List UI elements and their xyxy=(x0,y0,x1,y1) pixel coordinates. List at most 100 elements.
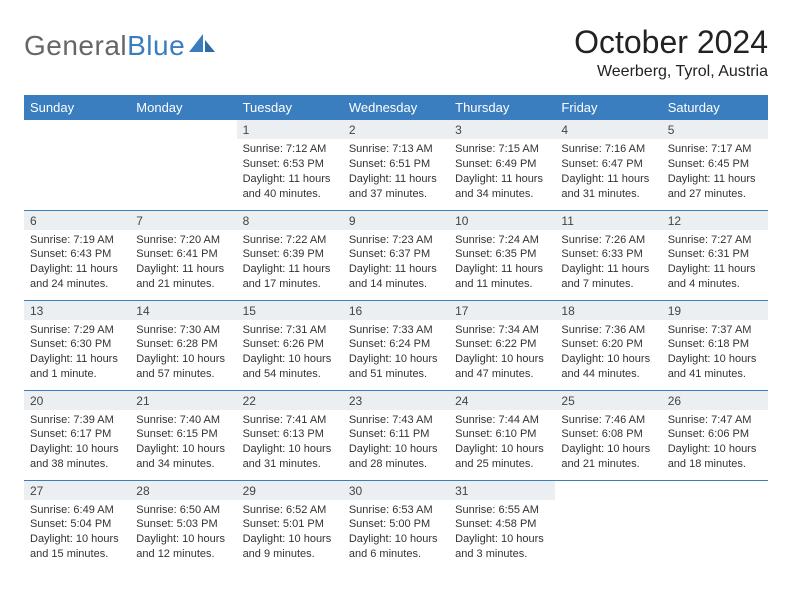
day-number: 5 xyxy=(662,120,768,139)
calendar-day-cell: 27Sunrise: 6:49 AMSunset: 5:04 PMDayligh… xyxy=(24,480,130,570)
daylight-line: Daylight: 10 hours and 12 minutes. xyxy=(136,532,230,562)
sunrise-line: Sunrise: 7:15 AM xyxy=(455,142,549,157)
sunset-line: Sunset: 6:13 PM xyxy=(243,427,337,442)
day-number: 7 xyxy=(130,211,236,230)
calendar-day-cell xyxy=(130,120,236,210)
header: GeneralBlue October 2024 Weerberg, Tyrol… xyxy=(24,24,768,81)
day-body: Sunrise: 7:39 AMSunset: 6:17 PMDaylight:… xyxy=(24,410,130,476)
sunset-line: Sunset: 6:15 PM xyxy=(136,427,230,442)
sunset-line: Sunset: 6:20 PM xyxy=(561,337,655,352)
daylight-line: Daylight: 10 hours and 9 minutes. xyxy=(243,532,337,562)
sunrise-line: Sunrise: 7:27 AM xyxy=(668,233,762,248)
daylight-line: Daylight: 11 hours and 37 minutes. xyxy=(349,172,443,202)
day-body: Sunrise: 7:36 AMSunset: 6:20 PMDaylight:… xyxy=(555,320,661,386)
calendar-day-cell: 8Sunrise: 7:22 AMSunset: 6:39 PMDaylight… xyxy=(237,210,343,300)
daylight-line: Daylight: 10 hours and 47 minutes. xyxy=(455,352,549,382)
calendar-day-cell xyxy=(24,120,130,210)
sunrise-line: Sunrise: 6:55 AM xyxy=(455,503,549,518)
calendar-day-cell: 13 Sunrise: 7:29 AMSunset: 6:30 PMDayligh… xyxy=(24,300,130,390)
day-body: Sunrise: 7:12 AMSunset: 6:53 PMDaylight:… xyxy=(237,139,343,205)
daylight-line: Daylight: 11 hours and 11 minutes. xyxy=(455,262,549,292)
sunrise-line: Sunrise: 7:31 AM xyxy=(243,323,337,338)
sunrise-line: Sunrise: 7:29 AM xyxy=(30,323,124,338)
sunset-line: Sunset: 6:31 PM xyxy=(668,247,762,262)
calendar-day-cell: 26Sunrise: 7:47 AMSunset: 6:06 PMDayligh… xyxy=(662,390,768,480)
weekday-header-row: SundayMondayTuesdayWednesdayThursdayFrid… xyxy=(24,95,768,120)
calendar-week-row: 6Sunrise: 7:19 AMSunset: 6:43 PMDaylight… xyxy=(24,210,768,300)
sunrise-line: Sunrise: 6:53 AM xyxy=(349,503,443,518)
logo-part1: General xyxy=(24,30,127,61)
calendar-day-cell xyxy=(662,480,768,570)
calendar-week-row: 1Sunrise: 7:12 AMSunset: 6:53 PMDaylight… xyxy=(24,120,768,210)
calendar-week-row: 20Sunrise: 7:39 AMSunset: 6:17 PMDayligh… xyxy=(24,390,768,480)
day-number: 25 xyxy=(555,391,661,410)
weekday-header: Thursday xyxy=(449,95,555,120)
calendar-week-row: 27Sunrise: 6:49 AMSunset: 5:04 PMDayligh… xyxy=(24,480,768,570)
sunrise-line: Sunrise: 7:47 AM xyxy=(668,413,762,428)
calendar-day-cell: 3Sunrise: 7:15 AMSunset: 6:49 PMDaylight… xyxy=(449,120,555,210)
day-body: Sunrise: 6:50 AMSunset: 5:03 PMDaylight:… xyxy=(130,500,236,566)
daylight-line: Daylight: 10 hours and 25 minutes. xyxy=(455,442,549,472)
day-number: 6 xyxy=(24,211,130,230)
sunset-line: Sunset: 6:35 PM xyxy=(455,247,549,262)
day-number: 3 xyxy=(449,120,555,139)
calendar-day-cell: 1Sunrise: 7:12 AMSunset: 6:53 PMDaylight… xyxy=(237,120,343,210)
sunset-line: Sunset: 6:51 PM xyxy=(349,157,443,172)
sunset-line: Sunset: 6:43 PM xyxy=(30,247,124,262)
daylight-line: Daylight: 10 hours and 34 minutes. xyxy=(136,442,230,472)
sunset-line: Sunset: 6:39 PM xyxy=(243,247,337,262)
day-body: Sunrise: 7:22 AMSunset: 6:39 PMDaylight:… xyxy=(237,230,343,296)
daylight-line: Daylight: 10 hours and 3 minutes. xyxy=(455,532,549,562)
sunrise-line: Sunrise: 7:20 AM xyxy=(136,233,230,248)
sunset-line: Sunset: 6:37 PM xyxy=(349,247,443,262)
daylight-line: Daylight: 11 hours and 27 minutes. xyxy=(668,172,762,202)
calendar-day-cell: 24Sunrise: 7:44 AMSunset: 6:10 PMDayligh… xyxy=(449,390,555,480)
day-number: 22 xyxy=(237,391,343,410)
day-number: 30 xyxy=(343,481,449,500)
sunrise-line: Sunrise: 7:43 AM xyxy=(349,413,443,428)
daylight-line: Daylight: 10 hours and 44 minutes. xyxy=(561,352,655,382)
calendar-day-cell: 31Sunrise: 6:55 AMSunset: 4:58 PMDayligh… xyxy=(449,480,555,570)
sunrise-line: Sunrise: 7:17 AM xyxy=(668,142,762,157)
day-number: 19 xyxy=(662,301,768,320)
calendar-day-cell: 9Sunrise: 7:23 AMSunset: 6:37 PMDaylight… xyxy=(343,210,449,300)
day-number: 1 xyxy=(237,120,343,139)
day-number: 28 xyxy=(130,481,236,500)
month-title: October 2024 xyxy=(574,24,768,61)
day-body: Sunrise: 7:15 AMSunset: 6:49 PMDaylight:… xyxy=(449,139,555,205)
calendar-day-cell: 20Sunrise: 7:39 AMSunset: 6:17 PMDayligh… xyxy=(24,390,130,480)
calendar-day-cell: 10Sunrise: 7:24 AMSunset: 6:35 PMDayligh… xyxy=(449,210,555,300)
day-body: Sunrise: 7:19 AMSunset: 6:43 PMDaylight:… xyxy=(24,230,130,296)
calendar-table: SundayMondayTuesdayWednesdayThursdayFrid… xyxy=(24,95,768,570)
day-number: 18 xyxy=(555,301,661,320)
day-body: Sunrise: 7:43 AMSunset: 6:11 PMDaylight:… xyxy=(343,410,449,476)
day-number: 13 xyxy=(24,301,130,320)
day-number: 12 xyxy=(662,211,768,230)
sunset-line: Sunset: 6:26 PM xyxy=(243,337,337,352)
sunrise-line: Sunrise: 7:12 AM xyxy=(243,142,337,157)
day-body: Sunrise: 6:53 AMSunset: 5:00 PMDaylight:… xyxy=(343,500,449,566)
sunrise-line: Sunrise: 7:39 AM xyxy=(30,413,124,428)
daylight-line: Daylight: 11 hours and 1 minute. xyxy=(30,352,124,382)
day-body: Sunrise: 7:24 AMSunset: 6:35 PMDaylight:… xyxy=(449,230,555,296)
day-body: Sunrise: 7:27 AMSunset: 6:31 PMDaylight:… xyxy=(662,230,768,296)
sunset-line: Sunset: 6:49 PM xyxy=(455,157,549,172)
sunset-line: Sunset: 6:11 PM xyxy=(349,427,443,442)
day-body: Sunrise: 7:33 AMSunset: 6:24 PMDaylight:… xyxy=(343,320,449,386)
sunset-line: Sunset: 5:01 PM xyxy=(243,517,337,532)
sunrise-line: Sunrise: 7:16 AM xyxy=(561,142,655,157)
sunset-line: Sunset: 6:30 PM xyxy=(30,337,124,352)
title-block: October 2024 Weerberg, Tyrol, Austria xyxy=(574,24,768,81)
day-body: Sunrise: 7:37 AMSunset: 6:18 PMDaylight:… xyxy=(662,320,768,386)
sunrise-line: Sunrise: 7:36 AM xyxy=(561,323,655,338)
day-number: 24 xyxy=(449,391,555,410)
sunset-line: Sunset: 5:00 PM xyxy=(349,517,443,532)
sunset-line: Sunset: 6:18 PM xyxy=(668,337,762,352)
weekday-header: Tuesday xyxy=(237,95,343,120)
sunrise-line: Sunrise: 7:30 AM xyxy=(136,323,230,338)
calendar-day-cell: 22Sunrise: 7:41 AMSunset: 6:13 PMDayligh… xyxy=(237,390,343,480)
sunrise-line: Sunrise: 7:46 AM xyxy=(561,413,655,428)
daylight-line: Daylight: 11 hours and 31 minutes. xyxy=(561,172,655,202)
day-body: Sunrise: 7:31 AMSunset: 6:26 PMDaylight:… xyxy=(237,320,343,386)
logo-part2: Blue xyxy=(127,30,185,61)
